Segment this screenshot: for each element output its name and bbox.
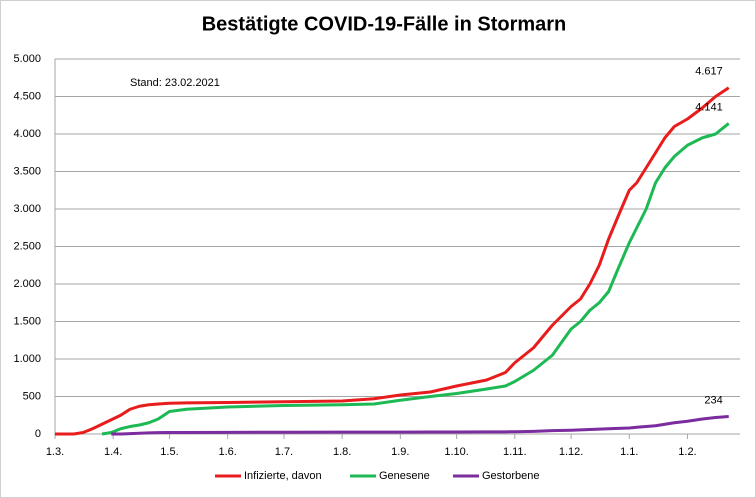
series-line <box>111 414 729 436</box>
x-tick-label: 1.1. <box>620 446 638 458</box>
legend-label: Gestorbene <box>482 470 539 482</box>
x-tick-label: 1.5. <box>160 446 178 458</box>
chart-title: Bestätigte COVID-19-Fälle in Stormarn <box>202 13 567 35</box>
series-line <box>55 86 730 436</box>
y-tick-label: 4.500 <box>13 90 41 102</box>
legend-label: Genesene <box>379 470 430 482</box>
x-tick-label: 1.8. <box>333 446 351 458</box>
x-tick-label: 1.2. <box>678 446 696 458</box>
y-tick-label: 2.500 <box>13 240 41 252</box>
annotation: Stand: 23.02.2021 <box>130 77 220 89</box>
x-tick-label: 1.9. <box>391 446 409 458</box>
y-tick-label: 3.000 <box>13 203 41 215</box>
y-tick-label: 2.000 <box>13 278 41 290</box>
x-tick-label: 1.12. <box>559 446 583 458</box>
x-tick-label: 1.7. <box>275 446 293 458</box>
x-tick-label: 1.4. <box>104 446 122 458</box>
y-tick-label: 3.500 <box>13 165 41 177</box>
value-label: 234 <box>704 394 722 406</box>
y-tick-label: 4.000 <box>13 128 41 140</box>
legend-label: Infizierte, davon <box>244 470 322 482</box>
y-tick-label: 1.500 <box>13 315 41 327</box>
x-tick-label: 1.10. <box>444 446 468 458</box>
y-tick-label: 5.000 <box>13 53 41 65</box>
y-tick-label: 0 <box>35 428 41 440</box>
x-tick-label: 1.6. <box>218 446 236 458</box>
x-tick-label: 1.3. <box>46 446 64 458</box>
y-tick-label: 1.000 <box>13 353 41 365</box>
series-line <box>101 122 730 436</box>
x-tick-label: 1.11. <box>503 446 527 458</box>
value-label: 4.617 <box>695 66 723 78</box>
y-tick-label: 500 <box>23 390 41 402</box>
value-label: 4.141 <box>695 101 723 113</box>
